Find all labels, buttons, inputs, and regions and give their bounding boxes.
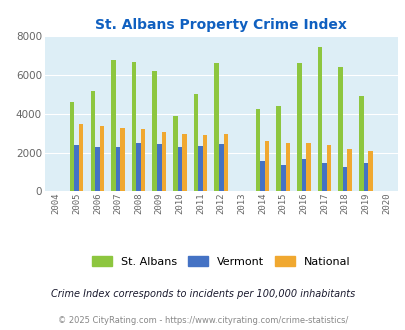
Text: © 2025 CityRating.com - https://www.cityrating.com/crime-statistics/: © 2025 CityRating.com - https://www.city… (58, 316, 347, 325)
Bar (223, 134, 228, 191)
Bar (255, 109, 260, 191)
Bar (218, 144, 223, 191)
Bar (173, 116, 177, 191)
Bar (326, 145, 330, 191)
Bar (115, 147, 120, 191)
Bar (95, 147, 99, 191)
Bar (301, 159, 305, 191)
Bar (305, 143, 310, 191)
Bar (358, 96, 363, 191)
Bar (296, 63, 301, 191)
Bar (177, 148, 182, 191)
Bar (322, 163, 326, 191)
Bar (132, 61, 136, 191)
Bar (182, 134, 186, 191)
Bar (99, 126, 104, 191)
Bar (337, 67, 342, 191)
Bar (280, 165, 285, 191)
Bar (70, 102, 74, 191)
Bar (347, 148, 351, 191)
Bar (74, 145, 79, 191)
Bar (363, 163, 367, 191)
Bar (276, 106, 280, 191)
Bar (193, 94, 198, 191)
Bar (152, 71, 157, 191)
Bar (285, 143, 289, 191)
Bar (136, 143, 141, 191)
Bar (198, 146, 202, 191)
Bar (214, 63, 218, 191)
Bar (161, 132, 166, 191)
Bar (141, 129, 145, 191)
Bar (111, 60, 115, 191)
Bar (202, 135, 207, 191)
Bar (317, 47, 322, 191)
Title: St. Albans Property Crime Index: St. Albans Property Crime Index (95, 18, 346, 32)
Bar (90, 91, 95, 191)
Legend: St. Albans, Vermont, National: St. Albans, Vermont, National (92, 256, 350, 267)
Bar (264, 141, 269, 191)
Bar (342, 167, 347, 191)
Bar (367, 151, 372, 191)
Text: Crime Index corresponds to incidents per 100,000 inhabitants: Crime Index corresponds to incidents per… (51, 289, 354, 299)
Bar (120, 128, 124, 191)
Bar (157, 145, 161, 191)
Bar (260, 161, 264, 191)
Bar (79, 124, 83, 191)
